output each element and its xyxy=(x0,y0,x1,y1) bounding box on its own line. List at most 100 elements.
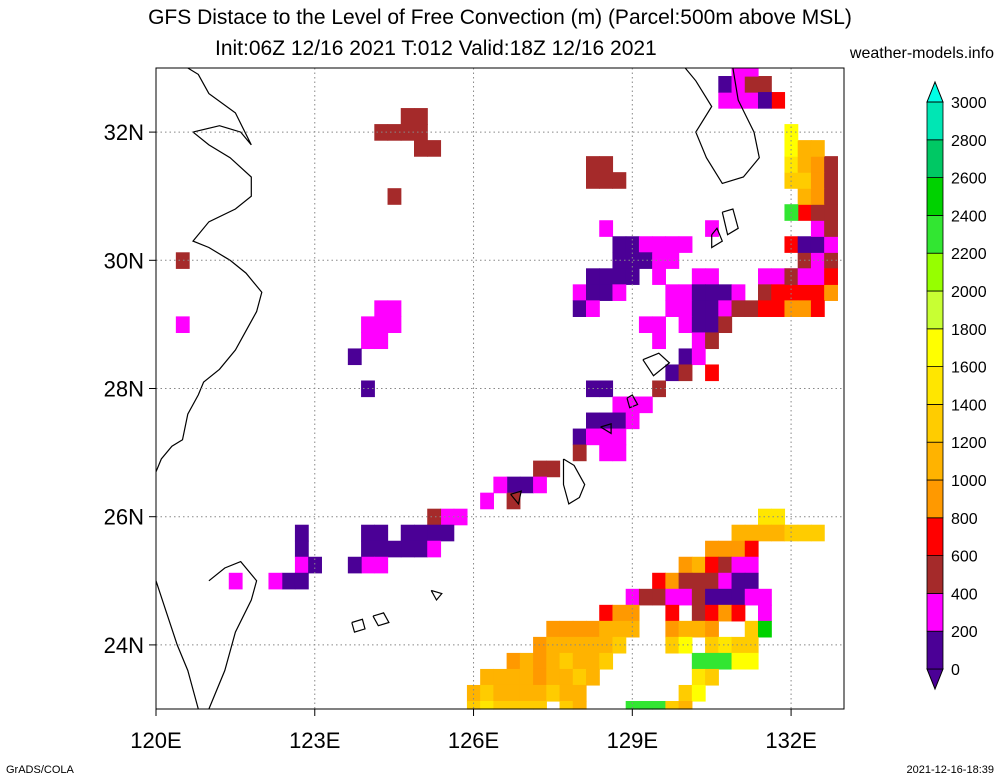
software-credit: GrADS/COLA xyxy=(6,764,74,776)
field-cell xyxy=(705,268,719,285)
field-cell xyxy=(638,588,653,606)
field-cell xyxy=(440,508,455,526)
field-cell xyxy=(519,668,534,686)
field-cell xyxy=(612,412,627,430)
field-cell xyxy=(572,620,587,638)
colorbar-min-arrow xyxy=(926,668,944,691)
field-cell xyxy=(572,652,587,670)
field-cell xyxy=(652,316,666,334)
field-cell xyxy=(612,284,627,301)
field-cell xyxy=(665,572,680,590)
field-cell xyxy=(506,700,521,710)
field-cell xyxy=(691,284,706,301)
colorbar-max-arrow xyxy=(926,80,944,103)
field-cell xyxy=(427,540,442,558)
field-cell xyxy=(586,300,600,317)
field-cell xyxy=(731,588,746,606)
field-cell xyxy=(506,492,521,510)
field-cell xyxy=(744,76,759,93)
field-cell xyxy=(506,668,521,686)
field-cell xyxy=(718,636,733,654)
field-cell xyxy=(533,476,547,494)
gridlines xyxy=(156,68,844,709)
field-cell xyxy=(506,652,521,670)
field-cell xyxy=(294,572,309,590)
field-cell xyxy=(586,428,600,446)
colorbar-label: 0 xyxy=(951,662,960,679)
field-cell xyxy=(572,668,587,686)
field-cell xyxy=(784,284,799,301)
field-cell xyxy=(771,268,786,285)
coastline xyxy=(562,458,586,505)
field-cell xyxy=(718,316,733,334)
field-cell xyxy=(784,524,799,542)
tick-label-lon: 120E xyxy=(130,728,181,753)
field-cell xyxy=(705,652,719,670)
field-cell xyxy=(797,236,812,253)
field-cell xyxy=(493,476,508,494)
colorbar-swatch xyxy=(926,403,944,443)
field-cell xyxy=(784,300,799,317)
field-cell xyxy=(665,284,680,301)
field-cell xyxy=(466,700,481,710)
field-cell xyxy=(705,556,719,574)
field-cell xyxy=(612,252,627,269)
field-cell xyxy=(440,524,455,542)
field-cell xyxy=(705,220,719,237)
field-cell xyxy=(533,652,547,670)
coastline xyxy=(351,618,366,633)
field-cell xyxy=(612,172,627,189)
field-cell xyxy=(718,300,733,317)
map-subtitle: Init:06Z 12/16 2021 T:012 Valid:18Z 12/1… xyxy=(215,37,657,60)
field-cell xyxy=(691,668,706,686)
field-cell xyxy=(678,236,693,253)
field-cell xyxy=(400,124,415,141)
field-cell xyxy=(810,140,825,157)
field-cell xyxy=(705,668,719,686)
field-cell xyxy=(374,316,389,334)
coastline xyxy=(155,580,199,710)
colorbar-label: 1200 xyxy=(951,435,987,452)
field-cell xyxy=(347,348,362,366)
field-cell xyxy=(705,540,719,558)
field-layer xyxy=(175,68,838,710)
field-cell xyxy=(599,284,614,301)
field-cell xyxy=(718,588,733,606)
field-cell xyxy=(572,700,587,710)
field-cell xyxy=(387,188,402,205)
field-cell xyxy=(758,524,772,542)
field-cell xyxy=(586,172,600,189)
field-cell xyxy=(731,652,746,670)
field-cell xyxy=(691,588,706,606)
field-cell xyxy=(559,684,574,702)
colorbar-swatch xyxy=(926,139,944,179)
field-cell xyxy=(705,604,719,622)
field-cell xyxy=(427,140,442,157)
field-cell xyxy=(797,156,812,173)
field-cell xyxy=(744,588,759,606)
field-cell xyxy=(586,652,600,670)
field-cell xyxy=(744,636,759,654)
field-cell xyxy=(784,172,799,189)
field-cell xyxy=(599,444,614,462)
field-cell xyxy=(652,252,666,269)
field-cell xyxy=(665,252,680,269)
field-cell xyxy=(400,540,415,558)
field-cell xyxy=(665,700,680,710)
field-cell xyxy=(744,620,759,638)
colorbar-swatch xyxy=(926,441,944,481)
field-cell xyxy=(612,604,627,622)
tick-label-lat: 24N xyxy=(104,633,144,658)
colorbar-swatch xyxy=(926,290,944,330)
field-cell xyxy=(652,332,666,350)
colorbar-swatch xyxy=(926,214,944,254)
field-cell xyxy=(400,524,415,542)
field-cell xyxy=(810,156,825,173)
field-cell xyxy=(731,604,746,622)
field-cell xyxy=(758,268,772,285)
field-cell xyxy=(414,524,428,542)
field-cell xyxy=(731,300,746,317)
field-cell xyxy=(744,540,759,558)
field-cell xyxy=(810,524,825,542)
colorbar-label: 1800 xyxy=(951,322,987,339)
